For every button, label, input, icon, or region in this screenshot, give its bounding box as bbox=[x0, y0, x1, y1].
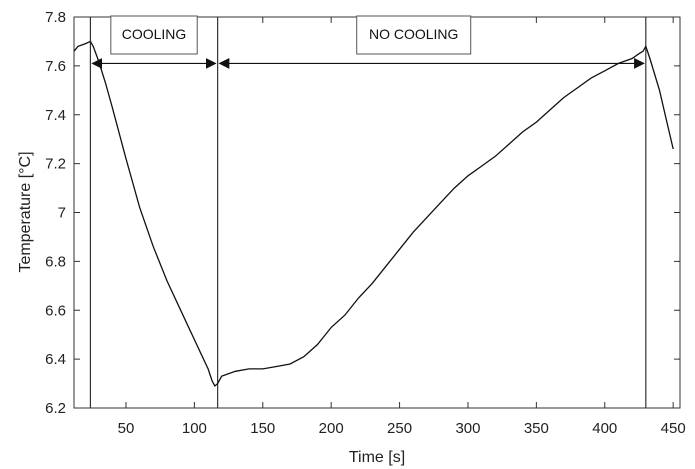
x-tick-label: 400 bbox=[592, 420, 617, 437]
x-tick-label: 350 bbox=[524, 420, 549, 437]
x-tick-label: 150 bbox=[250, 420, 275, 437]
x-tick-label: 300 bbox=[455, 420, 480, 437]
phase-label: COOLING bbox=[122, 26, 187, 42]
plot-area bbox=[73, 16, 681, 409]
phase-label-box bbox=[110, 15, 198, 55]
y-axis-label: Temperature [°C] bbox=[17, 151, 34, 272]
x-tick-label: 100 bbox=[182, 420, 207, 437]
phase-label: NO COOLING bbox=[369, 26, 458, 42]
y-tick-label: 7.4 bbox=[45, 107, 66, 124]
x-tick-label: 200 bbox=[319, 420, 344, 437]
x-tick-label: 250 bbox=[387, 420, 412, 437]
phase-annotations: COOLING NO COOLING bbox=[91, 15, 645, 69]
x-tick-label: 50 bbox=[118, 420, 135, 437]
phase-label-box bbox=[356, 15, 472, 55]
y-tick-label: 7.8 bbox=[45, 9, 66, 26]
x-axis-label: Time [s] bbox=[349, 449, 405, 466]
y-axis-ticks: 6.2 6.4 6.6 6.8 7 7.2 7.4 7.6 7.8 bbox=[45, 9, 680, 417]
y-tick-label: 6.4 bbox=[45, 351, 66, 368]
y-tick-label: 6.6 bbox=[45, 302, 66, 319]
x-axis-ticks: 50 100 150 200 250 300 350 400 450 bbox=[118, 17, 686, 437]
phase-boundaries bbox=[89, 17, 647, 408]
y-tick-label: 7.6 bbox=[45, 58, 66, 75]
x-tick-label: 450 bbox=[661, 420, 686, 437]
y-tick-label: 6.2 bbox=[45, 400, 66, 417]
y-tick-label: 7 bbox=[58, 205, 66, 222]
y-tick-label: 7.2 bbox=[45, 156, 66, 173]
y-tick-label: 6.8 bbox=[45, 253, 66, 270]
temperature-series-line bbox=[73, 40, 674, 388]
